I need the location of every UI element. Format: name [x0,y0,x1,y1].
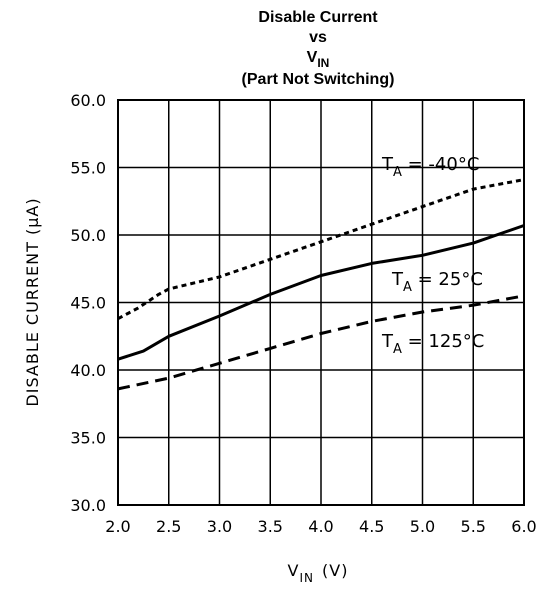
x-tick-label: 2.5 [156,517,181,536]
y-tick-label: 60.0 [70,91,106,110]
label-25: TA = 25°C [391,269,483,295]
x-tick-label: 4.0 [308,517,333,536]
y-tick-label: 55.0 [70,159,106,178]
x-tick-label: 3.0 [207,517,232,536]
title-line-3: VIN [307,49,330,70]
series-lines [117,178,525,391]
x-axis-label: VIN (V) [288,561,349,585]
title-vin-v: V [307,49,318,66]
label-minus40: TA = -40°C [381,154,479,180]
series-line-0 [117,178,525,321]
title-line-4: (Part Not Switching) [242,71,395,88]
y-axis-label: DISABLE CURRENT (μA) [23,197,42,406]
series-line-2 [117,294,525,391]
x-tick-label: 4.5 [359,517,384,536]
y-tick-labels: 30.0 35.0 40.0 45.0 50.0 55.0 60.0 [70,91,106,515]
title-vin-sub: IN [317,56,329,70]
grid [118,100,524,505]
y-tick-label: 40.0 [70,361,106,380]
x-tick-label: 2.0 [105,517,130,536]
x-tick-label: 6.0 [511,517,536,536]
title-line-2: vs [309,29,327,46]
title-line-1: Disable Current [258,9,378,26]
y-tick-label: 30.0 [70,496,106,515]
y-tick-label: 45.0 [70,294,106,313]
label-125: TA = 125°C [381,331,484,357]
x-tick-label: 3.5 [258,517,283,536]
y-tick-label: 50.0 [70,226,106,245]
x-tick-label: 5.5 [461,517,486,536]
x-tick-label: 5.0 [410,517,435,536]
series-line-1 [117,224,525,361]
chart-title: Disable Current vs VIN (Part Not Switchi… [242,9,395,88]
x-tick-labels: 2.0 2.5 3.0 3.5 4.0 4.5 5.0 5.5 6.0 [105,517,536,536]
y-tick-label: 35.0 [70,429,106,448]
